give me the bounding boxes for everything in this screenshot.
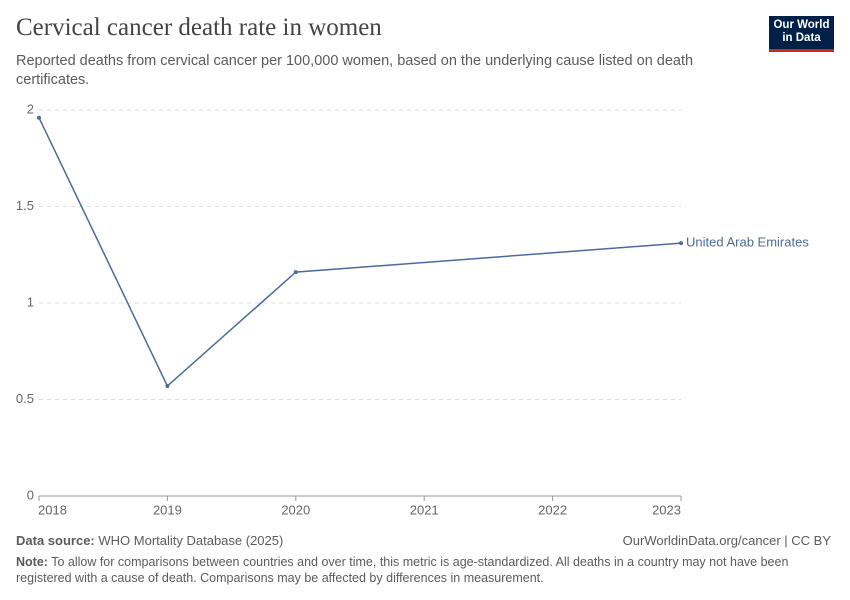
series-line [38, 117, 682, 388]
license[interactable]: OurWorldinData.org/cancer | CC BY [622, 533, 831, 548]
series-label: United Arab Emirates [686, 235, 809, 250]
y-tick-label: 0.5 [16, 391, 34, 406]
source-label: Data source: [16, 533, 95, 548]
note-label: Note: [16, 555, 48, 569]
x-tick-label: 2020 [281, 502, 310, 517]
point [37, 115, 41, 120]
chart-title: Cervical cancer death rate in women [16, 14, 382, 41]
point [293, 270, 298, 275]
note: Note: To allow for comparisons between c… [16, 554, 826, 586]
x-tick-label: 2018 [38, 502, 67, 517]
y-tick-label: 0 [27, 487, 34, 502]
x-tick-label: 2019 [153, 502, 182, 517]
y-tick-label: 1 [27, 294, 34, 309]
y-tick-label: 2 [27, 101, 34, 116]
chart-subtitle: Reported deaths from cervical cancer per… [16, 53, 694, 88]
note-text: To allow for comparisons between countri… [16, 555, 789, 585]
logo-line: Our World [773, 19, 830, 31]
point [165, 383, 170, 388]
point [679, 241, 683, 246]
logo[interactable]: Our World in Data [769, 16, 834, 52]
source: Data source: WHO Mortality Database (202… [16, 533, 283, 548]
logo-line: in Data [782, 32, 821, 44]
y-tick-label: 1.5 [16, 198, 34, 213]
x-tick-label: 2021 [410, 502, 439, 517]
source-text[interactable]: WHO Mortality Database (2025) [98, 533, 284, 548]
x-tick-label: 2022 [538, 502, 567, 517]
x-tick-label: 2023 [652, 502, 681, 517]
